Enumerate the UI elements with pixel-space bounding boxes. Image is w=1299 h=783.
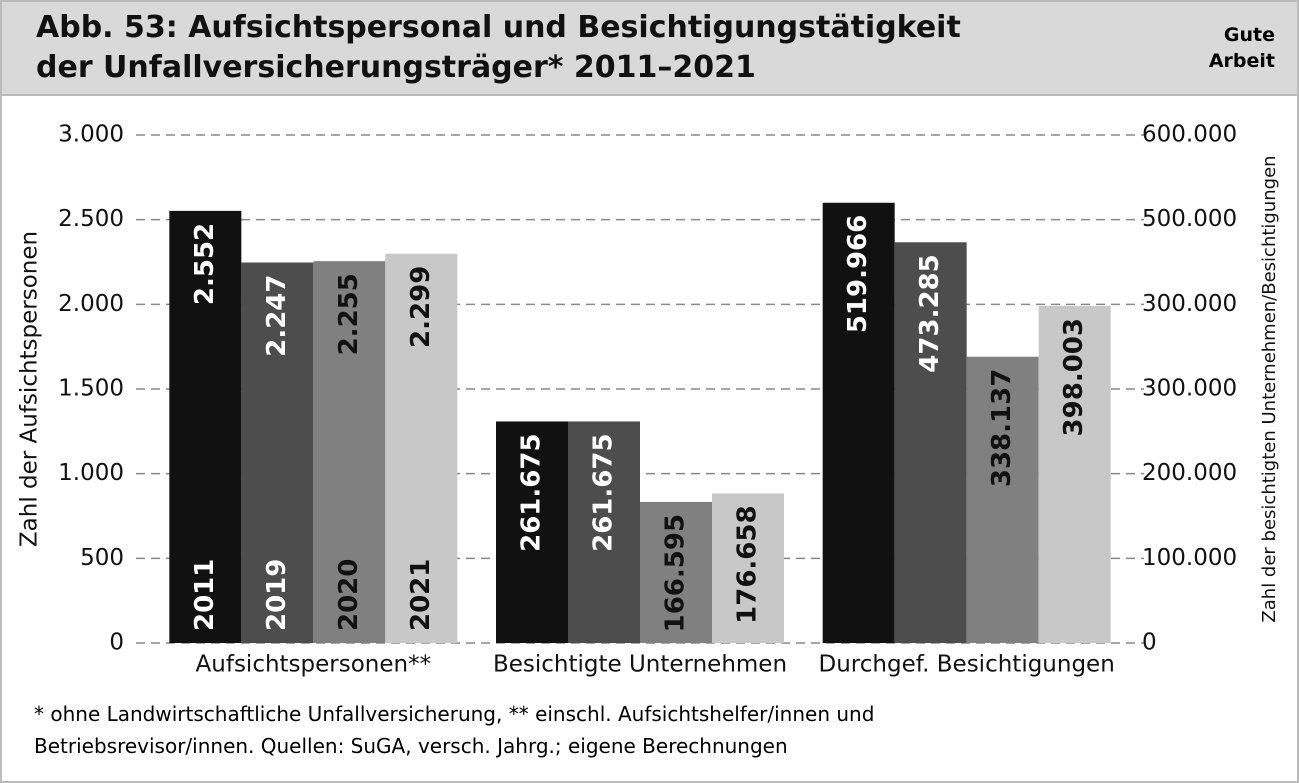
- y2-tick-label: 200.000: [1142, 460, 1237, 486]
- y2-axis-title: Zahl der besichtigten Unternehmen/Besich…: [1259, 155, 1280, 622]
- y2-tick-label: 500.000: [1142, 206, 1237, 232]
- y2-tick-label: 300.000: [1142, 291, 1237, 317]
- value-label: 398.003: [1059, 318, 1089, 436]
- y2-tick-label: 600.000: [1142, 122, 1237, 148]
- bar: [822, 202, 895, 643]
- series-label: 2011: [190, 559, 220, 631]
- y2-tick-label: 100.000: [1142, 545, 1237, 571]
- y2-tick-label: 300.000: [1142, 376, 1237, 402]
- y-tick-label: 2.000: [58, 291, 124, 317]
- value-label: 166.595: [661, 514, 691, 632]
- bar: [313, 261, 386, 643]
- y-tick-label: 2.500: [58, 206, 124, 232]
- value-label: 2.552: [190, 223, 220, 305]
- header: Abb. 53: Aufsichtspersonal und Besichtig…: [2, 2, 1297, 96]
- y-tick-label: 500: [80, 545, 124, 571]
- title: Abb. 53: Aufsichtspersonal und Besichtig…: [36, 10, 961, 85]
- value-label: 2.255: [334, 273, 364, 355]
- bar: [894, 242, 967, 643]
- y-tick-label: 1.000: [58, 460, 124, 486]
- bar: [496, 421, 568, 643]
- brand: Gute Arbeit: [1208, 24, 1275, 72]
- bar: [966, 356, 1039, 643]
- value-label: 519.966: [843, 215, 873, 333]
- series-label: 2021: [406, 559, 436, 631]
- bar: [568, 421, 640, 643]
- bar: [169, 210, 242, 643]
- y-tick-label: 0: [109, 630, 124, 656]
- value-label: 176.658: [733, 505, 763, 623]
- y-tick-label: 3.000: [58, 122, 124, 148]
- series-label: 2019: [262, 559, 292, 631]
- y-axis-title: Zahl der Aufsichtspersonen: [17, 231, 43, 547]
- y2-tick-label: 0: [1142, 630, 1157, 656]
- x-tick-label: Durchgef. Besichtigungen: [819, 652, 1115, 678]
- bar: [1038, 306, 1111, 643]
- value-label: 2.247: [262, 275, 292, 357]
- value-label: 2.299: [406, 266, 436, 348]
- value-label: 261.675: [589, 433, 619, 551]
- y-tick-label: 1.500: [58, 376, 124, 402]
- value-label: 473.285: [915, 254, 945, 372]
- value-label: 261.675: [517, 433, 547, 551]
- bar: [640, 501, 712, 643]
- bar: [241, 262, 314, 643]
- footnote: * ohne Landwirtschaftliche Unfallversich…: [34, 702, 875, 758]
- bar: [712, 493, 784, 643]
- x-tick-label: Besichtigte Unternehmen: [493, 652, 787, 678]
- bar: [385, 253, 458, 643]
- series-label: 2020: [334, 559, 364, 631]
- value-label: 338.137: [987, 369, 1017, 487]
- x-tick-label: Aufsichtspersonen**: [196, 652, 432, 678]
